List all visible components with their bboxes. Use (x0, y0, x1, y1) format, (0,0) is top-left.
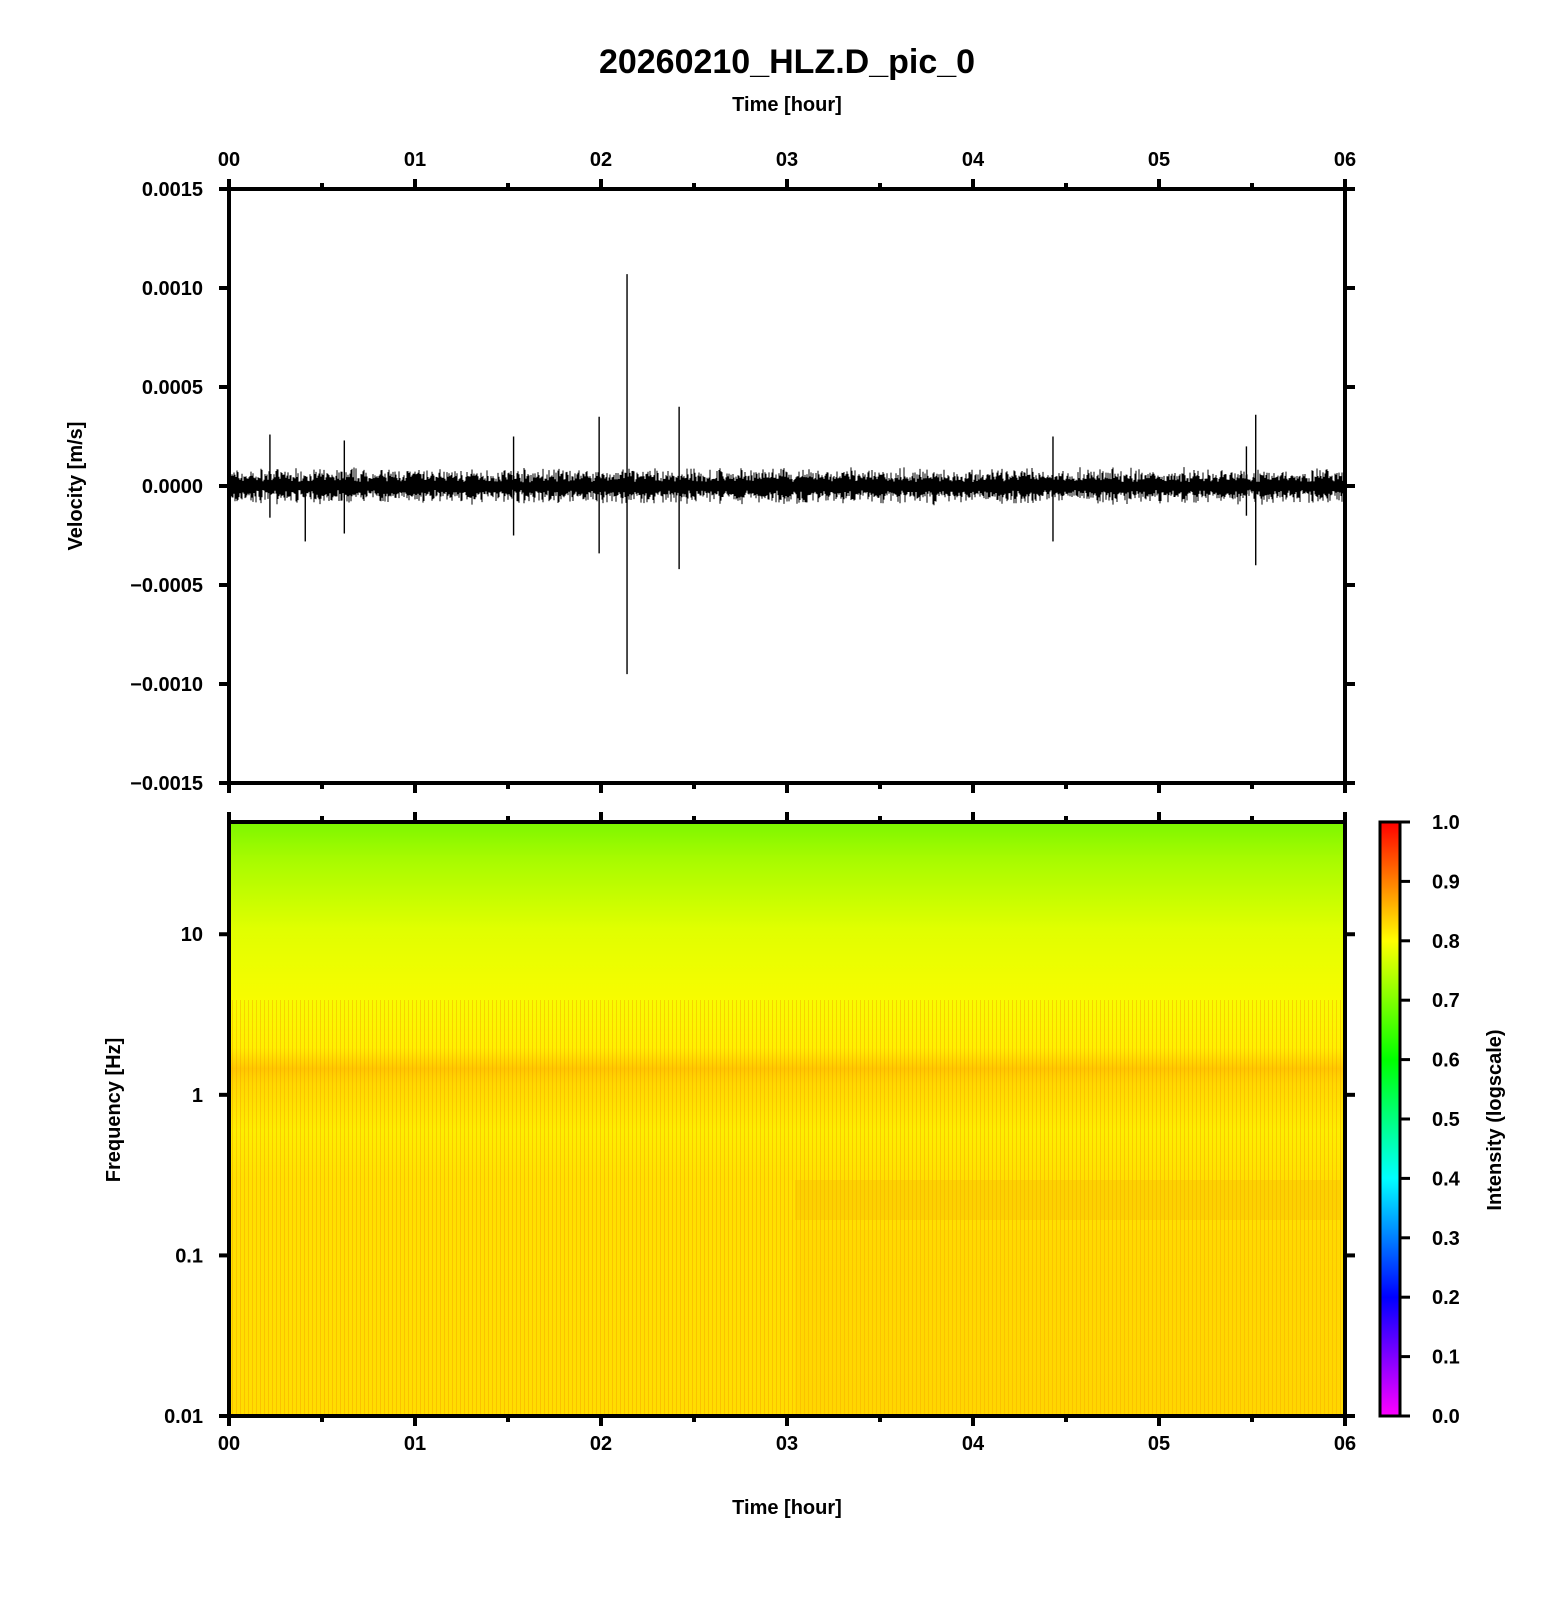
colorbar-tick-label: 0.4 (1432, 1168, 1461, 1190)
colorbar-tick-label: 1.0 (1432, 812, 1460, 834)
y-tick-label: −0.0005 (130, 575, 203, 597)
chart-title: 20260210_HLZ.D_pic_0 (599, 43, 975, 81)
y-tick-label: 0.0010 (142, 278, 203, 300)
colorbar-tick-label: 0.7 (1432, 990, 1460, 1012)
x-tick-label: 02 (590, 149, 612, 171)
x-tick-label: 05 (1148, 149, 1170, 171)
colorbar-tick-label: 0.8 (1432, 931, 1460, 953)
colorbar-tick-label: 0.9 (1432, 871, 1460, 893)
waveform-trace (229, 274, 1345, 675)
x-tick-label: 04 (962, 1433, 985, 1455)
x-tick-label: 03 (776, 1433, 798, 1455)
x-tick-label: 05 (1148, 1433, 1170, 1455)
colorbar-tick-label: 0.2 (1432, 1287, 1460, 1309)
x-tick-label: 06 (1334, 149, 1356, 171)
x-tick-label: 02 (590, 1433, 612, 1455)
colorbar-ticks: 1.0 0.9 0.8 0.7 0.6 0.5 0.4 0.3 0.2 0.1 0.0 (1400, 812, 1461, 1428)
colorbar: 1.0 0.9 0.8 0.7 0.6 0.5 0.4 0.3 0.2 0.1 0.0 Intens… (1378, 812, 1506, 1428)
y-tick-label: 10 (181, 924, 203, 946)
colorbar-tick-label: 0.3 (1432, 1228, 1460, 1250)
spectrogram-band-low (795, 1180, 1340, 1220)
y-tick-label: 0.1 (175, 1245, 203, 1267)
colorbar-tick-label: 0.0 (1432, 1406, 1460, 1428)
x-tick-label: 03 (776, 149, 798, 171)
x-tick-label: 00 (218, 1433, 240, 1455)
waveform-panel: 00 01 02 03 04 05 06 0.0015 0.0010 0.0005 0.0000 −… (65, 149, 1356, 795)
y-tick-label: 0.0000 (142, 476, 203, 498)
spectrogram-y-ticks: 10 1 0.1 0.01 (164, 924, 1355, 1428)
y-tick-label: 1 (192, 1085, 203, 1107)
x-tick-label: 00 (218, 149, 240, 171)
top-x-axis-label: Time [hour] (732, 94, 842, 116)
x-tick-label: 06 (1334, 1433, 1356, 1455)
y-tick-label: −0.0015 (130, 773, 203, 795)
y-tick-label: 0.0015 (142, 179, 203, 201)
colorbar-label: Intensity (logscale) (1484, 1029, 1506, 1210)
x-tick-label: 01 (404, 149, 426, 171)
colorbar-gradient (1378, 820, 1402, 1418)
y-tick-label: −0.0010 (130, 674, 203, 696)
y-tick-label: 0.01 (164, 1406, 203, 1428)
y-tick-label: 0.0005 (142, 377, 203, 399)
spectrogram-panel: 00 01 02 03 04 05 06 10 1 0.1 0.01 Frequency [Hz] (103, 812, 1356, 1455)
waveform-top-x-ticks: 00 01 02 03 04 05 06 (218, 149, 1356, 189)
x-tick-label: 04 (962, 149, 985, 171)
waveform-y-ticks: 0.0015 0.0010 0.0005 0.0000 −0.0005 −0.0010 −0… (130, 179, 1355, 795)
spectrogram-top-x-ticks (227, 812, 1347, 822)
waveform-bottom-x-ticks (227, 783, 1347, 793)
waveform-y-axis-label: Velocity [m/s] (65, 422, 87, 551)
x-tick-label: 01 (404, 1433, 426, 1455)
colorbar-tick-label: 0.6 (1432, 1050, 1460, 1072)
colorbar-tick-label: 0.1 (1432, 1347, 1460, 1369)
spectrogram-y-axis-label: Frequency [Hz] (103, 1038, 125, 1182)
colorbar-tick-label: 0.5 (1432, 1109, 1460, 1131)
spectrogram-texture (229, 1000, 1345, 1416)
spectrogram-bottom-x-ticks: 00 01 02 03 04 05 06 (218, 1416, 1356, 1455)
bottom-x-axis-label: Time [hour] (732, 1497, 842, 1519)
spectrogram-band-late (795, 1230, 1340, 1416)
